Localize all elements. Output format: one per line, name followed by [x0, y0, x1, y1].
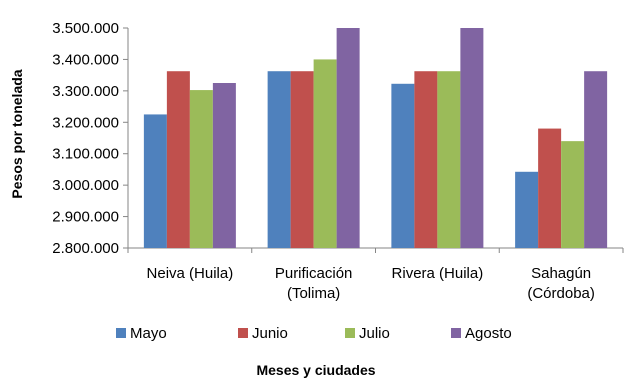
legend-label-julio: Julio	[359, 325, 390, 342]
x-category-label: Sahagún	[531, 265, 591, 282]
bar-julio	[437, 71, 461, 248]
x-category-label: Rivera (Huila)	[392, 265, 484, 282]
bar-agosto	[212, 83, 236, 248]
bar-julio	[561, 141, 585, 248]
y-tick-label: 2.900.000	[52, 209, 119, 226]
x-axis-title: Meses y ciudades	[256, 362, 375, 378]
plot-area: 2.800.000 2.900.000 3.000.000 3.100.000 3.20…	[52, 20, 624, 302]
y-tick-label: 3.300.000	[52, 83, 119, 100]
bar-mayo	[267, 71, 291, 248]
y-tick-label: 3.400.000	[52, 51, 119, 68]
y-tick-label: 3.500.000	[52, 20, 119, 37]
x-category-label: Purificación	[275, 265, 353, 282]
legend-swatch-julio	[345, 328, 355, 338]
bar-julio	[189, 90, 213, 248]
legend: Mayo Junio Julio Agosto	[116, 325, 512, 342]
y-tick-label: 3.100.000	[52, 146, 119, 163]
bar-mayo	[515, 171, 539, 248]
y-tick-label: 3.200.000	[52, 114, 119, 131]
y-axis-title: Pesos por tonelada	[9, 69, 25, 198]
legend-label-agosto: Agosto	[465, 325, 512, 342]
legend-swatch-mayo	[116, 328, 126, 338]
bar-junio	[290, 71, 314, 248]
bar-mayo	[143, 114, 167, 248]
legend-label-mayo: Mayo	[130, 325, 167, 342]
bar-agosto	[460, 28, 484, 248]
y-tick-label: 3.000.000	[52, 177, 119, 194]
bar-junio	[166, 71, 190, 248]
legend-label-junio: Junio	[252, 325, 288, 342]
bar-julio	[313, 59, 337, 248]
bar-agosto	[584, 71, 608, 248]
y-tick-label: 2.800.000	[52, 240, 119, 257]
x-category-label: (Tolima)	[287, 285, 340, 302]
x-category-label: (Córdoba)	[527, 285, 595, 302]
bar-agosto	[336, 28, 360, 248]
x-category-label: Neiva (Huila)	[147, 265, 234, 282]
bar-junio	[538, 128, 562, 248]
legend-swatch-junio	[238, 328, 248, 338]
legend-swatch-agosto	[451, 328, 461, 338]
bar-mayo	[391, 83, 415, 249]
bar-junio	[414, 71, 438, 248]
